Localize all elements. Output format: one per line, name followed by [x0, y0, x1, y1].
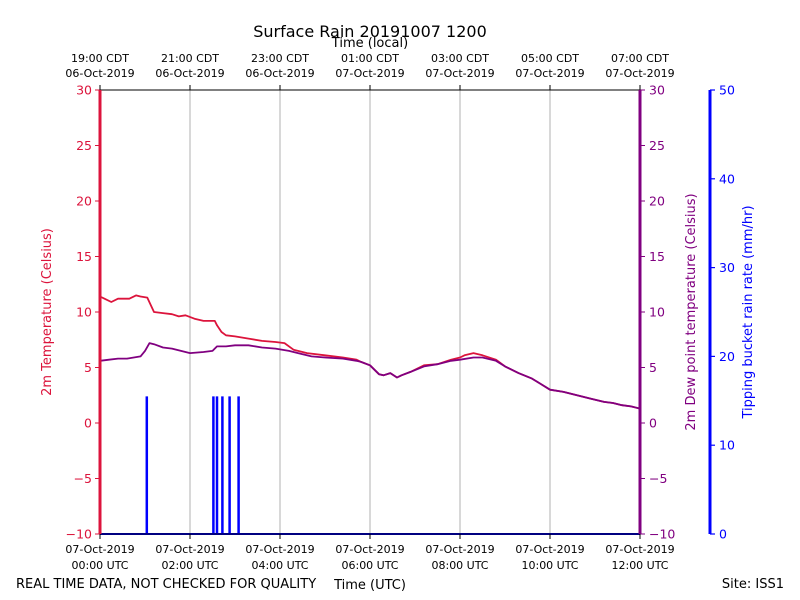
dewpoint-tick-label-1: −5 — [649, 471, 667, 486]
bottom-tick-time-3: 06:00 UTC — [341, 559, 398, 572]
rain-tick-label-3: 30 — [719, 260, 735, 275]
rain-tick-label-4: 40 — [719, 171, 735, 186]
dewpoint-tick-label-7: 25 — [649, 138, 665, 153]
left-tick-label-5: 15 — [76, 249, 92, 264]
chart-title: Surface Rain 20191007 1200 — [253, 22, 487, 41]
left-tick-label-2: 0 — [84, 416, 92, 431]
dewpoint-tick-label-6: 20 — [649, 194, 665, 209]
bottom-tick-time-6: 12:00 UTC — [611, 559, 668, 572]
grid-lines — [189, 90, 551, 534]
top-tick-time-0: 19:00 CDT — [71, 52, 129, 65]
left-tick-label-4: 10 — [76, 305, 92, 320]
dewpoint-tick-label-0: −10 — [649, 527, 675, 542]
dewpoint-tick-label-5: 15 — [649, 249, 665, 264]
left-tick-label-0: −10 — [66, 527, 92, 542]
rain-tick-label-0: 0 — [719, 527, 727, 542]
dewpoint-tick-label-3: 5 — [649, 360, 657, 375]
bottom-tick-time-5: 10:00 UTC — [521, 559, 578, 572]
right-y-axis-label-rain: Tipping bucket rain rate (mm/hr) — [741, 205, 756, 419]
top-tick-date-5: 07-Oct-2019 — [515, 67, 584, 80]
bottom-tick-time-2: 04:00 UTC — [251, 559, 308, 572]
right-y-axis-label-dewpoint: 2m Dew point temperature (Celsius) — [684, 193, 699, 430]
footer-site: Site: ISS1 — [722, 577, 784, 592]
top-tick-date-2: 06-Oct-2019 — [245, 67, 314, 80]
dewpoint-tick-label-2: 0 — [649, 416, 657, 431]
bottom-tick-time-4: 08:00 UTC — [431, 559, 488, 572]
rain-tick-label-5: 50 — [719, 83, 735, 98]
top-tick-time-5: 05:00 CDT — [521, 52, 579, 65]
left-y-axis-label: 2m Temperature (Celsius) — [40, 228, 55, 396]
top-tick-date-1: 06-Oct-2019 — [155, 67, 224, 80]
footer-quality-note: REAL TIME DATA, NOT CHECKED FOR QUALITY — [16, 577, 316, 592]
x-axis-label: Time (UTC) — [333, 578, 406, 593]
left-tick-label-8: 30 — [76, 83, 92, 98]
axes-layer — [98, 89, 712, 535]
top-tick-time-3: 01:00 CDT — [341, 52, 399, 65]
bottom-tick-date-3: 07-Oct-2019 — [335, 543, 404, 556]
left-tick-label-3: 5 — [84, 360, 92, 375]
ticks-layer: −10 −5 0 5 10 15 20 25 30 −10 −5 0 5 10 15 20 25 30 0 10 20 3… — [65, 52, 735, 572]
top-tick-time-4: 03:00 CDT — [431, 52, 489, 65]
dewpoint-line — [99, 342, 641, 410]
bottom-tick-date-6: 07-Oct-2019 — [605, 543, 674, 556]
rain-tick-label-1: 10 — [719, 438, 735, 453]
bottom-tick-date-0: 07-Oct-2019 — [65, 543, 134, 556]
bottom-tick-time-0: 00:00 UTC — [71, 559, 128, 572]
top-tick-time-6: 07:00 CDT — [611, 52, 669, 65]
bottom-tick-date-1: 07-Oct-2019 — [155, 543, 224, 556]
bottom-tick-time-1: 02:00 UTC — [161, 559, 218, 572]
top-tick-time-2: 23:00 CDT — [251, 52, 309, 65]
top-tick-date-4: 07-Oct-2019 — [425, 67, 494, 80]
bottom-tick-date-2: 07-Oct-2019 — [245, 543, 314, 556]
top-axis-label: Time (local) — [331, 36, 408, 51]
dewpoint-tick-label-4: 10 — [649, 305, 665, 320]
rain-tick-label-2: 20 — [719, 349, 735, 364]
left-tick-label-1: −5 — [74, 471, 92, 486]
top-tick-date-0: 06-Oct-2019 — [65, 67, 134, 80]
left-tick-label-7: 25 — [76, 138, 92, 153]
dewpoint-tick-label-8: 30 — [649, 83, 665, 98]
top-tick-date-6: 07-Oct-2019 — [605, 67, 674, 80]
bottom-tick-date-5: 07-Oct-2019 — [515, 543, 584, 556]
left-tick-label-6: 20 — [76, 194, 92, 209]
top-tick-time-1: 21:00 CDT — [161, 52, 219, 65]
top-tick-date-3: 07-Oct-2019 — [335, 67, 404, 80]
bottom-tick-date-4: 07-Oct-2019 — [425, 543, 494, 556]
